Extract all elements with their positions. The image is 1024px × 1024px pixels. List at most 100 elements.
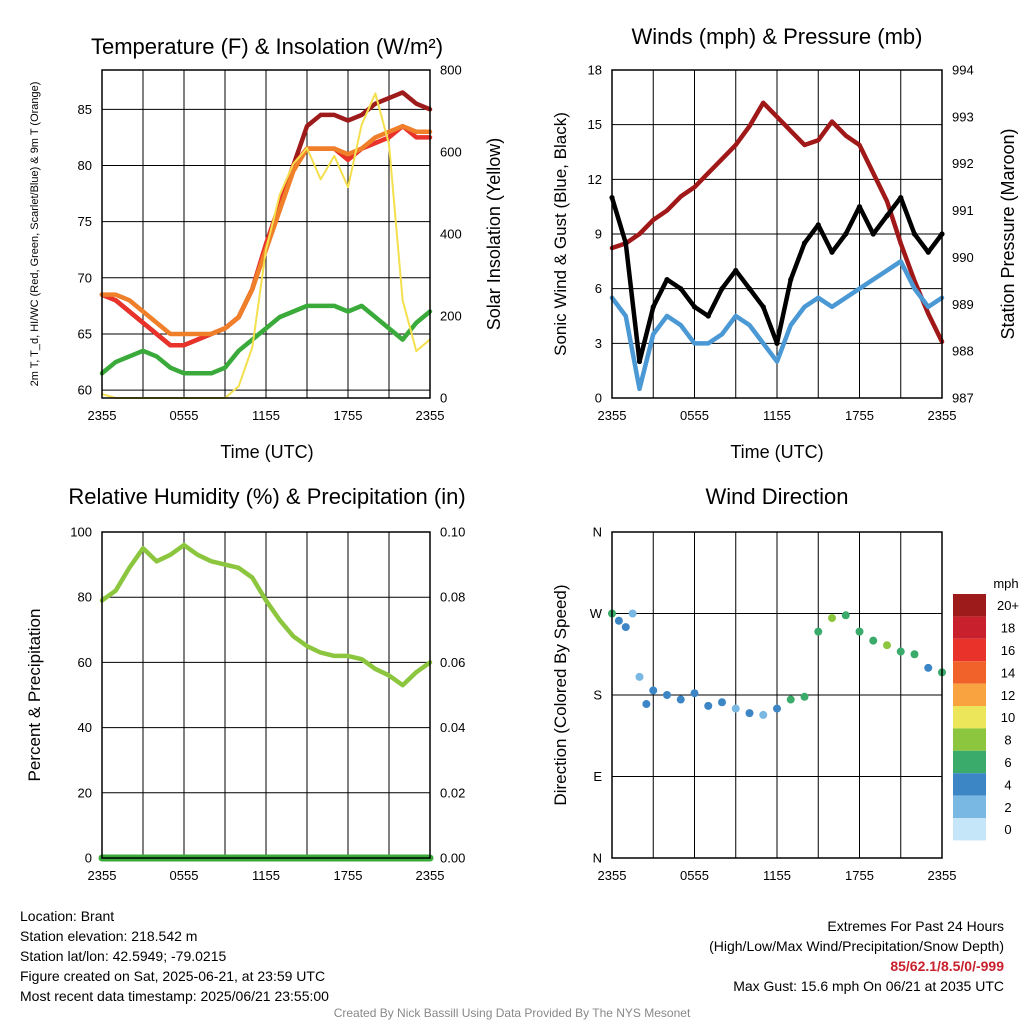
legend-label: 6	[1004, 755, 1011, 770]
direction-point	[786, 695, 795, 704]
direction-point	[614, 616, 623, 625]
x-tick-label: 2355	[416, 868, 445, 883]
gust-point	[788, 276, 794, 283]
y-tick-label: E	[593, 769, 602, 784]
y-tick-label: 9	[595, 227, 602, 242]
chart-3: 2355 0555 1155 1755 2355 0 20 40 60 80 100 0.00 0.02…	[25, 484, 466, 883]
direction-point	[690, 689, 699, 698]
y-tick-label: 6	[595, 281, 602, 296]
y2-tick-label: 800	[440, 63, 462, 78]
y2-tick-label: 992	[952, 156, 974, 171]
direction-point	[621, 623, 630, 632]
legend-label: 2	[1004, 800, 1011, 815]
y2-tick-label: 987	[952, 391, 974, 406]
gust-point	[843, 231, 849, 237]
chart-title: Relative Humidity (%) & Precipitation (i…	[68, 484, 465, 509]
plot-frame	[611, 69, 943, 399]
chart-title: Wind Direction	[705, 484, 848, 509]
extremes-info: Extremes For Past 24 Hours (High/Low/Max…	[709, 916, 1004, 996]
legend-swatch	[953, 638, 986, 662]
y-tick-label: 80	[78, 590, 92, 605]
direction-point	[663, 691, 671, 699]
gust-point	[664, 276, 670, 283]
y2-tick-label: 600	[440, 145, 462, 160]
y2-tick-label: 0.02	[440, 785, 465, 800]
direction-point	[814, 627, 823, 636]
x-tick-label: 1155	[252, 408, 280, 423]
y-tick-label: 65	[78, 326, 92, 341]
y-tick-label: 80	[78, 158, 92, 173]
x-tick-label: 1755	[334, 408, 363, 423]
direction-point	[676, 695, 685, 704]
x-tick-label: 1155	[252, 868, 280, 883]
credit-text: Created By Nick Bassill Using Data Provi…	[333, 1006, 691, 1020]
legend-swatch	[953, 773, 986, 796]
y-axis-label: Sonic Wind & Gust (Blue, Black)	[551, 112, 570, 356]
legend-swatch	[953, 706, 986, 729]
location-text: Location: Brant	[20, 908, 115, 924]
plot-frame	[101, 531, 431, 859]
extremes-legend: (High/Low/Max Wind/Precipitation/Snow De…	[709, 938, 1004, 954]
grid-lines	[101, 531, 431, 859]
series-line	[609, 100, 945, 345]
x-tick-label: 1155	[763, 868, 791, 883]
y2-tick-label: 993	[952, 109, 974, 124]
y2-tick-label: 989	[952, 297, 974, 312]
gust-point	[774, 340, 780, 346]
gust-point	[829, 249, 835, 255]
x-tick-label: 0555	[680, 408, 709, 423]
extremes-title: Extremes For Past 24 Hours	[827, 918, 1004, 934]
y2-tick-label: 0.10	[440, 525, 465, 540]
direction-point	[828, 614, 836, 623]
direction-point	[635, 672, 644, 681]
y2-tick-label: 0.00	[440, 851, 465, 866]
gust-point	[801, 240, 808, 246]
legend-label: 14	[1001, 665, 1015, 680]
y2-tick-label: 0.06	[440, 655, 465, 670]
y-tick-label: 100	[70, 525, 92, 540]
gust-point	[705, 313, 711, 319]
chart-title: Winds (mph) & Pressure (mb)	[632, 24, 923, 49]
y2-tick-label: 0	[440, 391, 447, 406]
gust-point	[623, 240, 629, 246]
x-axis-label: Time (UTC)	[220, 442, 313, 462]
x-tick-label: 2355	[928, 868, 957, 883]
direction-point	[628, 609, 637, 618]
y-axis-label: Percent & Precipitation	[25, 609, 44, 782]
legend-swatch	[953, 594, 986, 617]
x-tick-label: 1155	[763, 408, 791, 423]
legend-swatch	[953, 616, 986, 639]
chart-4: 2355 0555 1155 1755 2355 N E S W N Wind Direction D…	[551, 484, 1019, 883]
direction-point	[773, 704, 781, 713]
gust-point	[650, 304, 656, 310]
x-tick-label: 0555	[170, 408, 199, 423]
direction-point	[759, 710, 768, 719]
gust-point	[691, 304, 698, 310]
gust-point	[870, 231, 876, 237]
series-line	[99, 303, 433, 376]
max-gust-text: Max Gust: 15.6 mph On 06/21 at 2035 UTC	[733, 978, 1004, 994]
legend-swatch	[953, 728, 986, 751]
plot-frame	[611, 531, 943, 859]
direction-point	[649, 686, 658, 695]
y2-tick-label: 0.04	[440, 720, 465, 735]
x-tick-label: 2355	[88, 408, 117, 423]
y-tick-label: N	[593, 851, 602, 866]
legend-label: 16	[1001, 643, 1015, 658]
gust-point	[898, 194, 904, 201]
y-tick-label: 60	[78, 383, 92, 398]
y2-axis-label: Solar Insolation (Yellow)	[484, 138, 504, 330]
plot-frame	[101, 69, 431, 399]
direction-point	[924, 663, 933, 672]
legend-title: mph	[993, 576, 1018, 591]
chart-title: Temperature (F) & Insolation (W/m²)	[91, 34, 443, 59]
direction-point	[642, 700, 651, 709]
legend-label: 18	[1001, 621, 1015, 636]
x-tick-label: 0555	[680, 868, 709, 883]
gust-point	[760, 304, 766, 310]
gust-point	[815, 222, 821, 228]
elevation-text: Station elevation: 218.542 m	[20, 928, 198, 944]
legend-swatch	[953, 661, 986, 684]
legend-label: 12	[1001, 688, 1015, 703]
